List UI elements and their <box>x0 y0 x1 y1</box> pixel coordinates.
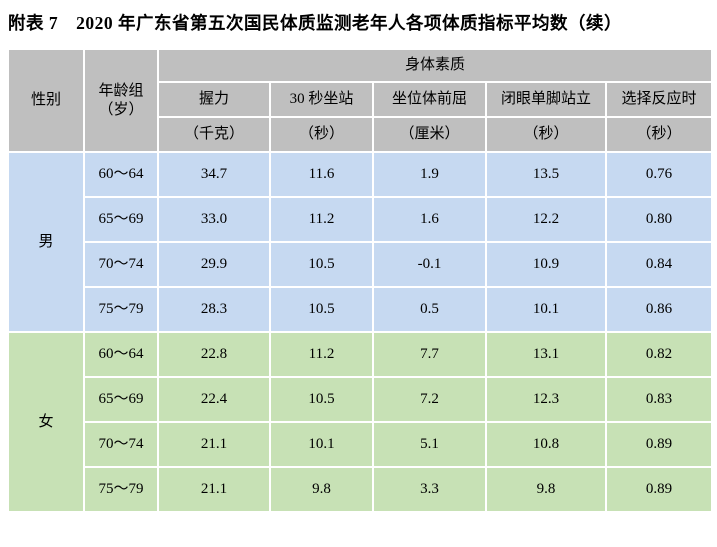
value-cell: 3.3 <box>372 466 487 513</box>
value-cell: 29.9 <box>157 241 271 288</box>
value-cell: 7.2 <box>372 376 487 423</box>
age-cell: 60～64 <box>83 331 159 378</box>
value-cell: 12.3 <box>485 376 607 423</box>
age-cell: 75～79 <box>83 466 159 513</box>
value-cell: 13.5 <box>485 151 607 198</box>
table-header: 性别 年龄组 （岁） 身体素质 握力 30 秒坐站 坐位体前屈 闭眼单脚站立 选择反应时… <box>7 48 714 153</box>
age-cell: 65～69 <box>83 196 159 243</box>
age-cell: 65～69 <box>83 376 159 423</box>
value-cell: 21.1 <box>157 421 271 468</box>
header-gender: 性别 <box>7 48 85 153</box>
value-cell: 0.83 <box>604 376 714 423</box>
age-cell: 70～74 <box>83 241 159 288</box>
value-cell: 0.5 <box>372 286 487 333</box>
header-metric-2: 坐位体前屈 <box>372 81 487 118</box>
header-group-title: 身体素质 <box>156 48 714 83</box>
value-cell: 1.9 <box>372 151 487 198</box>
header-metric-4: 选择反应时 <box>604 81 714 118</box>
value-cell: 21.1 <box>157 466 271 513</box>
age-cell: 60～64 <box>83 151 159 198</box>
value-cell: 10.8 <box>485 421 607 468</box>
table-row: 65～69 33.0 11.2 1.6 12.2 0.80 <box>8 196 714 243</box>
header-metric-1: 30 秒坐站 <box>269 81 374 118</box>
value-cell: 28.3 <box>157 286 271 333</box>
value-cell: 13.1 <box>485 331 607 378</box>
table-title: 附表 7 2020 年广东省第五次国民体质监测老年人各项体质指标平均数（续） <box>8 13 622 33</box>
header-unit-0: （千克） <box>157 116 271 153</box>
header-age-group-line2: （岁） <box>98 101 144 118</box>
gender-cell: 男 <box>7 151 85 333</box>
header-unit-3: （秒） <box>485 116 607 153</box>
value-cell: 11.2 <box>269 331 374 378</box>
value-cell: 10.1 <box>485 286 607 333</box>
table-row: 女 60～64 22.8 11.2 7.7 13.1 0.82 <box>7 331 714 513</box>
value-cell: 0.80 <box>604 196 714 243</box>
value-cell: 10.5 <box>269 376 374 423</box>
header-metric-0: 握力 <box>157 81 271 118</box>
header-age-group-line1: 年龄组 <box>98 82 144 99</box>
table-row: 75～79 21.1 9.8 3.3 9.8 0.89 <box>8 466 714 513</box>
header-age-group: 年龄组 （岁） <box>83 48 159 153</box>
value-cell: 0.76 <box>604 151 714 198</box>
age-cell: 75～79 <box>83 286 159 333</box>
value-cell: 34.7 <box>157 151 271 198</box>
header-unit-2: （厘米） <box>372 116 487 153</box>
value-cell: 12.2 <box>485 196 607 243</box>
value-cell: 7.7 <box>372 331 487 378</box>
value-cell: 0.86 <box>604 286 714 333</box>
value-cell: 11.6 <box>269 151 374 198</box>
value-cell: 22.4 <box>157 376 271 423</box>
value-cell: 22.8 <box>157 331 271 378</box>
value-cell: 10.1 <box>269 421 374 468</box>
table-row: 75～79 28.3 10.5 0.5 10.1 0.86 <box>8 286 714 333</box>
value-cell: 33.0 <box>157 196 271 243</box>
value-cell: 10.5 <box>269 241 374 288</box>
gender-cell: 女 <box>7 331 85 513</box>
age-cell: 70～74 <box>83 421 159 468</box>
value-cell: 5.1 <box>372 421 487 468</box>
table-body: 男 60～64 34.7 11.6 1.9 13.5 0.76 65～69 33.0 11.2 1.… <box>7 151 714 513</box>
value-cell: 10.9 <box>485 241 607 288</box>
value-cell: 9.8 <box>485 466 607 513</box>
table-row: 70～74 21.1 10.1 5.1 10.8 0.89 <box>8 421 714 468</box>
value-cell: 0.84 <box>604 241 714 288</box>
table-row: 65～69 22.4 10.5 7.2 12.3 0.83 <box>8 376 714 423</box>
value-cell: 0.89 <box>604 421 714 468</box>
fitness-averages-table: 性别 年龄组 （岁） 身体素质 握力 30 秒坐站 坐位体前屈 闭眼单脚站立 选择反应时… <box>7 48 714 513</box>
header-unit-1: （秒） <box>269 116 374 153</box>
value-cell: 11.2 <box>269 196 374 243</box>
value-cell: 1.6 <box>372 196 487 243</box>
header-metric-3: 闭眼单脚站立 <box>485 81 607 118</box>
value-cell: -0.1 <box>372 241 487 288</box>
value-cell: 9.8 <box>269 466 374 513</box>
table-row: 男 60～64 34.7 11.6 1.9 13.5 0.76 <box>7 151 714 333</box>
value-cell: 0.82 <box>604 331 714 378</box>
table-row: 70～74 29.9 10.5 -0.1 10.9 0.84 <box>8 241 714 288</box>
value-cell: 10.5 <box>269 286 374 333</box>
value-cell: 0.89 <box>604 466 714 513</box>
header-unit-4: （秒） <box>604 116 714 153</box>
